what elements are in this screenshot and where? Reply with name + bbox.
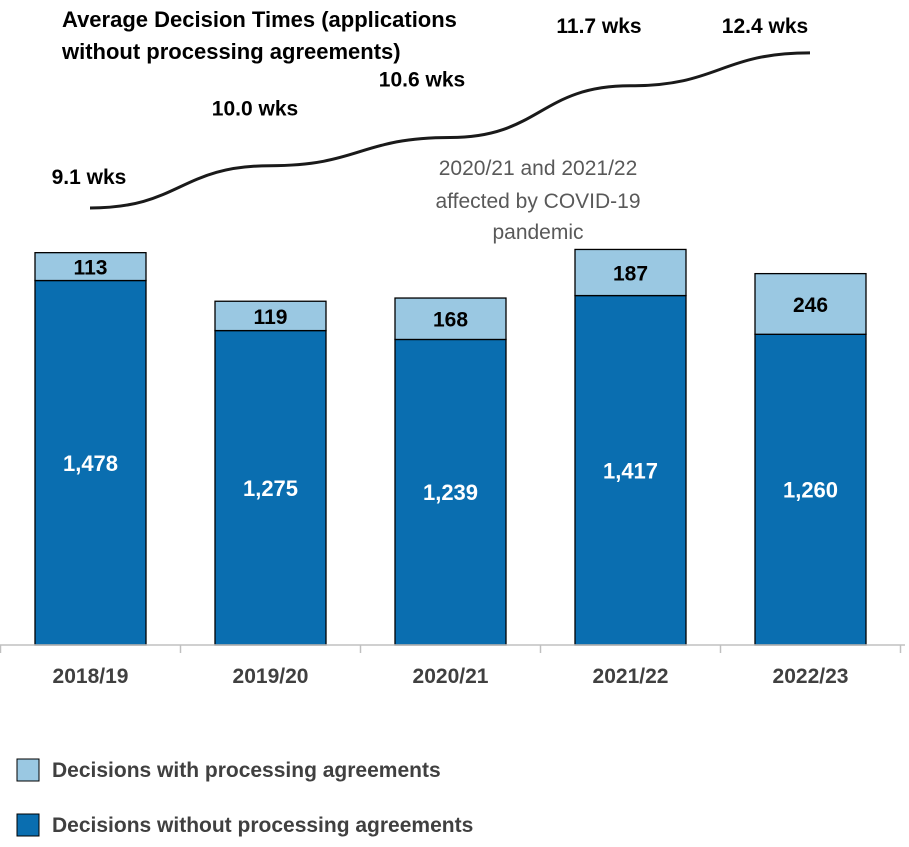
data-label-without-agreements: 1,417 [603,458,658,483]
decision-time-line [89,51,811,210]
bar-with-agreements [34,252,147,282]
x-axis-ticks [0,645,902,653]
legend-swatch-with-agreements [16,758,40,782]
data-label-without-agreements: 1,260 [783,478,838,503]
x-axis-labels: 2018/19 2019/20 2020/21 2021/22 2022/23 [53,665,849,688]
covid-annotation-line-1: 2020/21 and 2021/22 [439,157,638,180]
decision-time-label: 10.6 wks [379,69,465,92]
bar-with-agreements [754,272,867,335]
legend-label-with-agreements: Decisions with processing agreements [52,759,441,782]
data-label-with-agreements: 187 [613,263,648,286]
covid-annotation: 2020/21 and 2021/22 affected by COVID-19… [435,157,640,244]
line-overlay-title-line-1: Average Decision Times (applications [62,7,457,32]
line-overlay-title-line-2: without processing agreements) [61,39,401,64]
bar-with-agreements [394,297,507,341]
covid-annotation-line-2: affected by COVID-19 [435,190,640,213]
data-label-with-agreements: 168 [433,309,468,332]
covid-annotation-line-3: pandemic [492,221,583,244]
bar-with-agreements [214,300,327,332]
bar-without-agreements [574,294,687,646]
legend: Decisions with processing agreements Dec… [16,758,473,837]
legend-label-without-agreements: Decisions without processing agreements [52,814,473,837]
data-label-with-agreements: 113 [74,257,108,280]
x-axis-category-label: 2019/20 [233,665,309,688]
decision-time-label: 9.1 wks [52,166,127,189]
decision-time-label: 11.7 wks [556,15,641,38]
data-label-with-agreements: 119 [254,306,288,329]
bar-with-agreements [574,248,687,297]
x-axis-category-label: 2021/22 [593,665,669,688]
legend-swatch-without-agreements [16,813,40,837]
data-label-without-agreements: 1,478 [63,451,118,476]
bar-without-agreements [754,333,867,646]
data-label-without-agreements: 1,239 [423,480,478,505]
decision-time-label: 12.4 wks [722,15,808,38]
x-axis-category-label: 2022/23 [773,665,849,688]
x-axis-category-label: 2020/21 [413,665,489,688]
x-axis-category-label: 2018/19 [53,665,129,688]
decision-time-line-series: 9.1 wks 10.0 wks 10.6 wks 11.7 wks 12.4 wks [52,15,811,210]
line-overlay-title: Average Decision Times (applications wit… [61,7,457,64]
data-label-without-agreements: 1,275 [243,476,298,501]
decision-time-label: 10.0 wks [212,98,298,121]
stacked-bars: 113 1,478 119 1,275 168 1,239 187 1,417 246 1,260 [34,248,867,646]
data-label-with-agreements: 246 [793,294,828,317]
